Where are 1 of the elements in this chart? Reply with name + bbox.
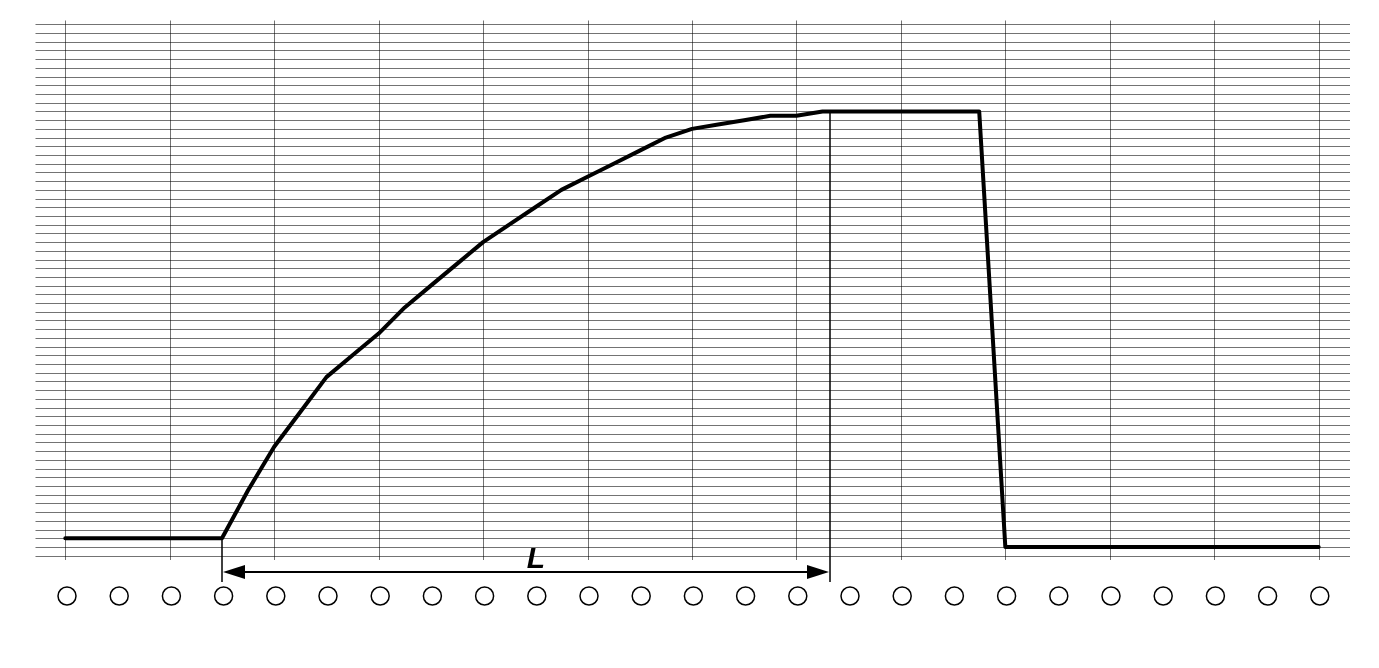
annotation: L [526,541,546,574]
